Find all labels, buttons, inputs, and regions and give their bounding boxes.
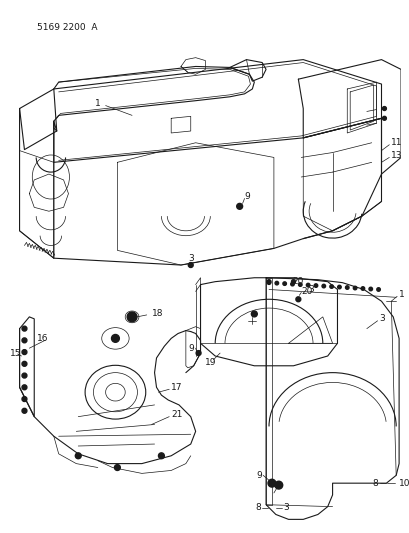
Text: 1: 1 (398, 290, 404, 299)
Circle shape (360, 287, 364, 290)
Text: 3: 3 (187, 254, 193, 263)
Circle shape (337, 285, 340, 289)
Circle shape (127, 312, 137, 322)
Circle shape (329, 285, 333, 288)
Text: 16: 16 (37, 334, 49, 343)
Circle shape (295, 297, 300, 302)
Circle shape (22, 385, 27, 390)
Circle shape (274, 481, 282, 489)
Circle shape (111, 335, 119, 342)
Text: 8: 8 (255, 503, 261, 512)
Circle shape (321, 284, 325, 288)
Circle shape (298, 283, 301, 286)
Circle shape (22, 361, 27, 366)
Circle shape (274, 281, 278, 285)
Circle shape (290, 282, 294, 286)
Text: 9: 9 (187, 344, 193, 353)
Circle shape (22, 326, 27, 331)
Text: 19: 19 (204, 358, 216, 367)
Circle shape (345, 286, 348, 289)
Text: 15: 15 (10, 349, 21, 358)
Circle shape (22, 373, 27, 378)
Circle shape (266, 280, 270, 284)
Circle shape (382, 107, 385, 110)
Text: 10: 10 (398, 479, 409, 488)
Circle shape (267, 281, 270, 285)
Circle shape (22, 408, 27, 413)
Text: 9: 9 (256, 471, 261, 480)
Circle shape (382, 116, 385, 120)
Text: 18: 18 (151, 310, 163, 318)
Circle shape (22, 338, 27, 343)
Text: 13: 13 (390, 151, 402, 160)
Text: 20: 20 (301, 287, 312, 296)
Circle shape (114, 465, 120, 471)
Circle shape (306, 284, 309, 287)
Text: 3: 3 (308, 285, 313, 294)
Text: 3: 3 (283, 503, 289, 512)
Circle shape (267, 479, 275, 487)
Circle shape (353, 286, 356, 290)
Circle shape (251, 311, 256, 317)
Circle shape (282, 282, 286, 285)
Circle shape (75, 453, 81, 459)
Text: 21: 21 (171, 410, 182, 419)
Text: 11: 11 (390, 138, 402, 147)
Text: 1: 1 (95, 99, 101, 108)
Circle shape (291, 280, 295, 284)
Circle shape (236, 204, 242, 209)
Circle shape (158, 453, 164, 459)
Circle shape (22, 397, 27, 401)
Circle shape (22, 350, 27, 354)
Text: 5169 2200  A: 5169 2200 A (37, 23, 97, 33)
Text: 8: 8 (372, 479, 378, 488)
Text: 17: 17 (171, 383, 182, 392)
Text: 3: 3 (379, 314, 384, 324)
Circle shape (188, 263, 193, 268)
Text: 20: 20 (292, 277, 303, 286)
Circle shape (313, 284, 317, 287)
Circle shape (196, 351, 200, 356)
Text: 9: 9 (244, 192, 250, 201)
Circle shape (376, 288, 380, 291)
Circle shape (368, 287, 372, 291)
